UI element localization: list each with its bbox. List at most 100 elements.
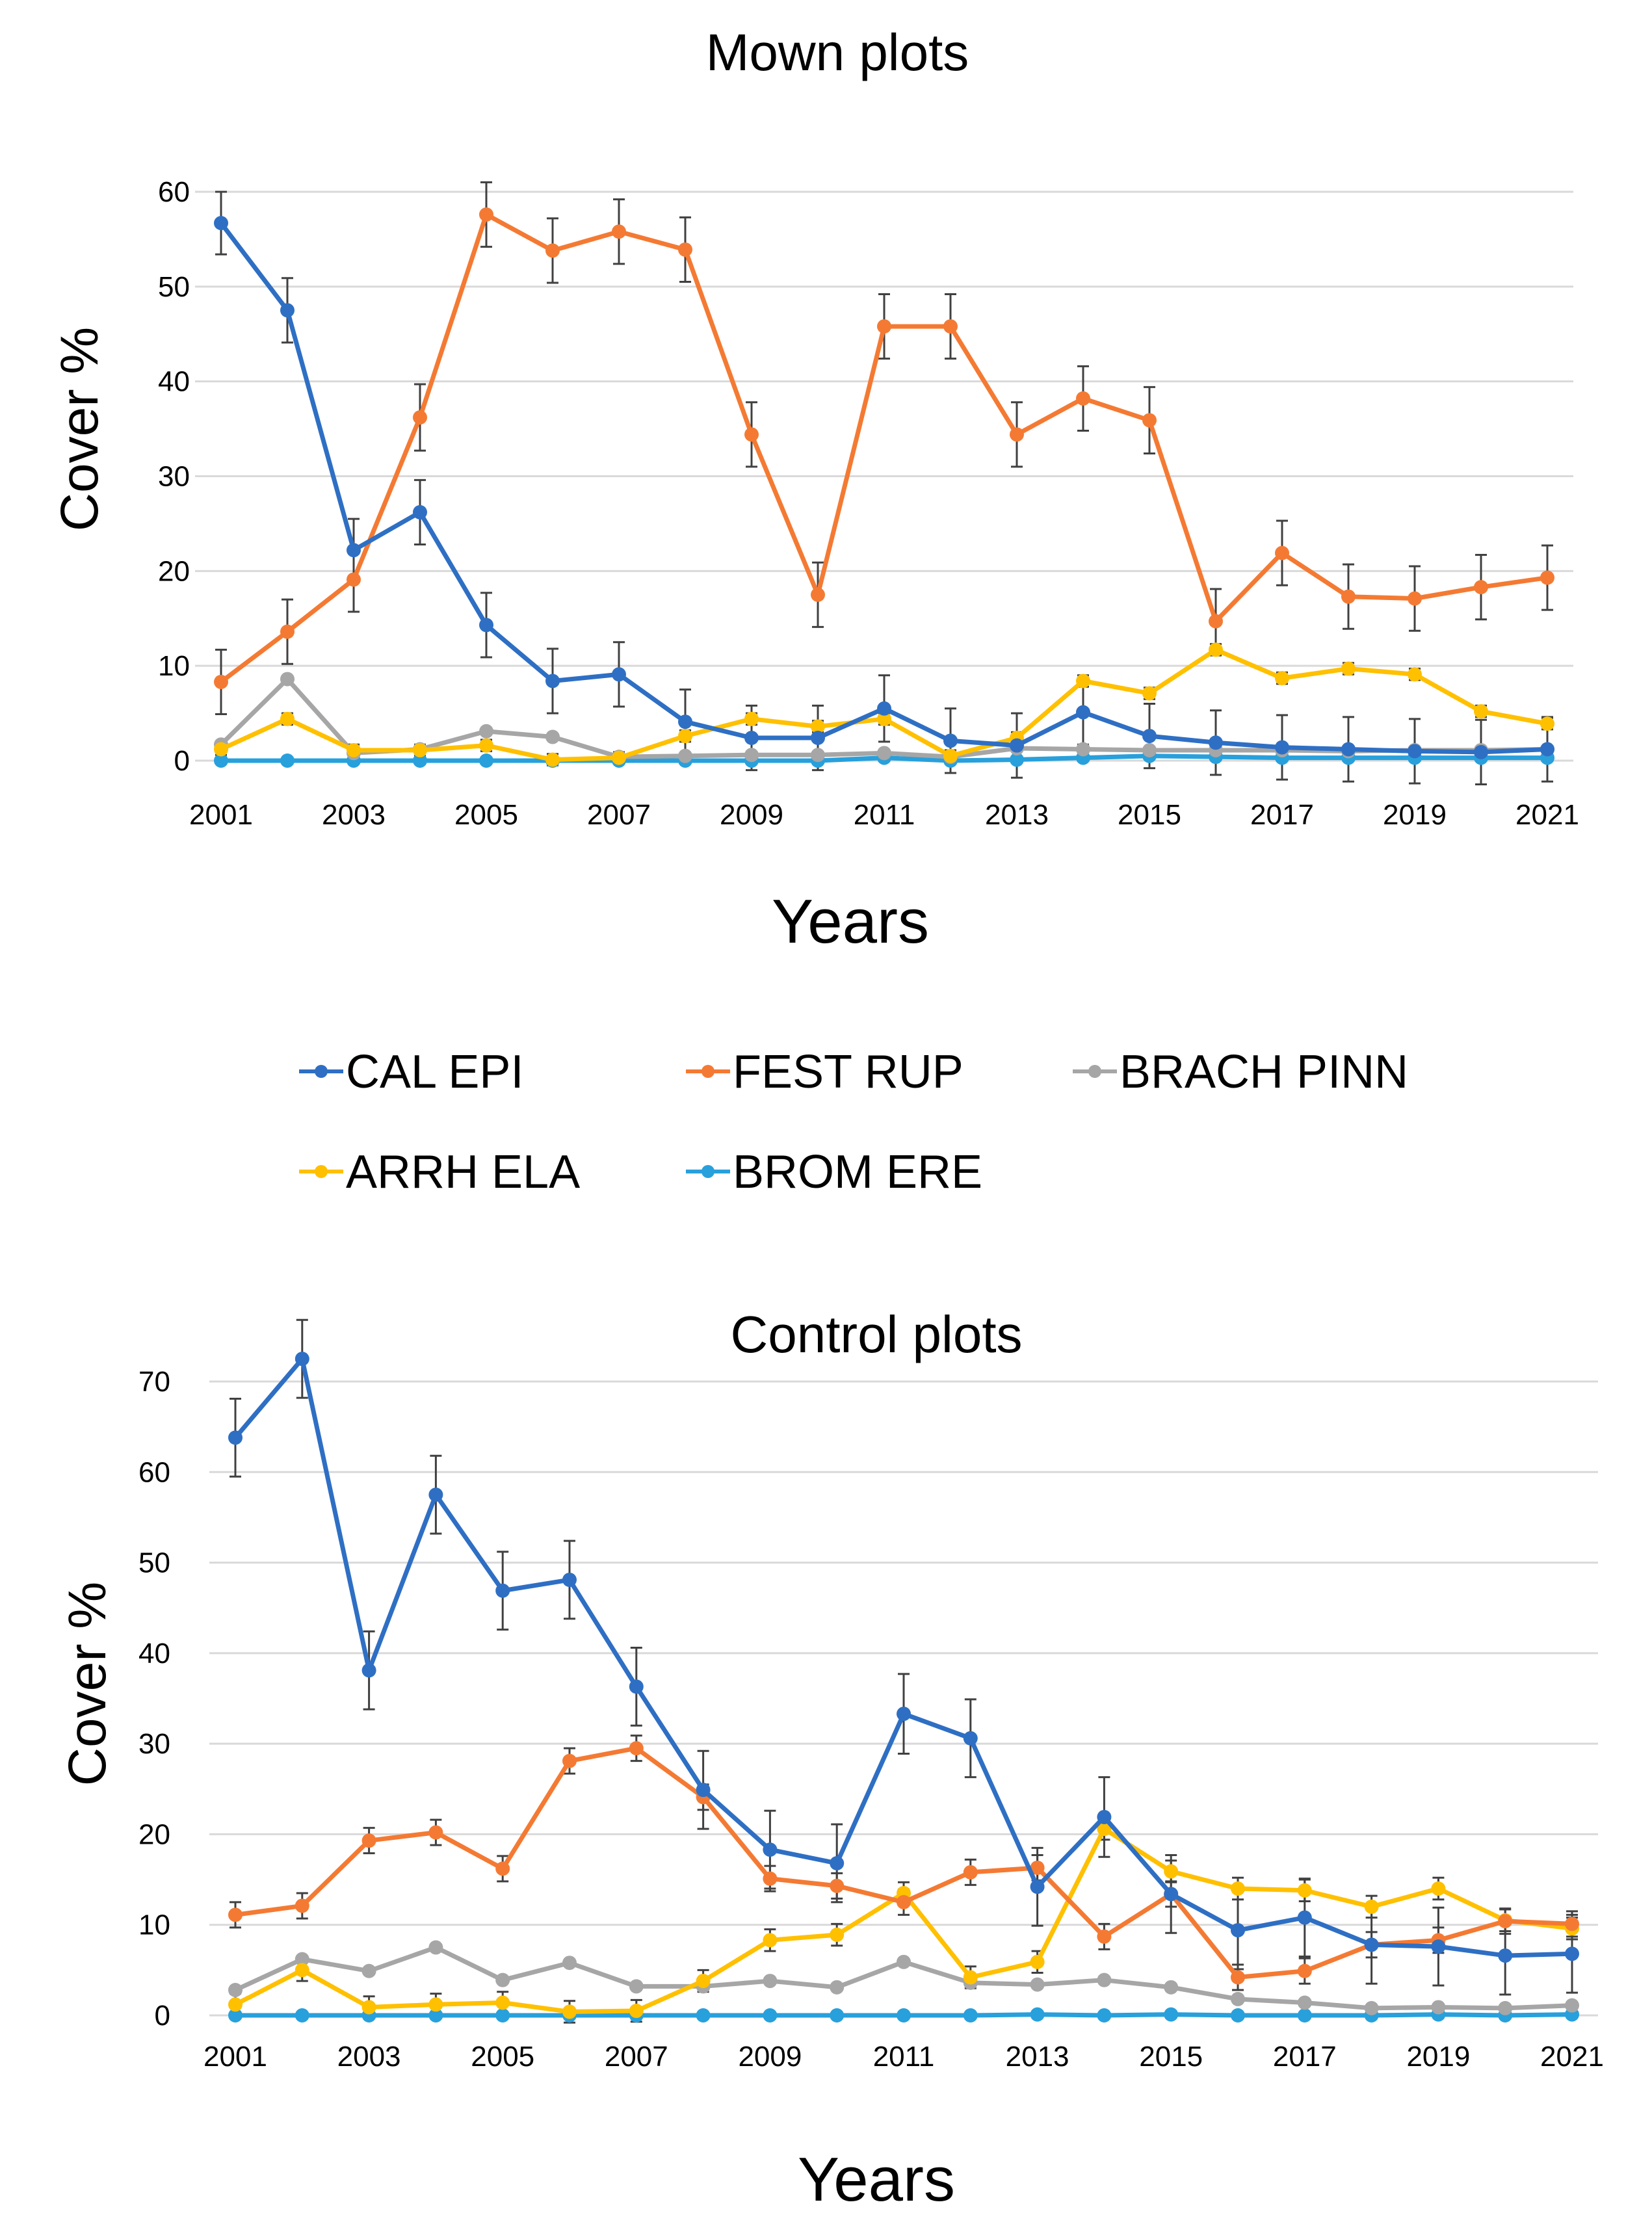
control-point-cal-epi xyxy=(295,1352,309,1367)
mown-point-cal-epi xyxy=(347,543,361,558)
mown-point-brom-ere xyxy=(479,753,493,768)
legend-item-arrh-ela: ARRH ELA xyxy=(299,1146,580,1198)
mown-point-arrh-ela xyxy=(1540,716,1554,731)
control-y-tick-label: 0 xyxy=(155,2000,170,2032)
control-point-cal-epi xyxy=(361,1663,376,1678)
mown-point-brach-pinn xyxy=(545,729,560,744)
mown-point-arrh-ela xyxy=(413,742,427,757)
control-point-brom-ere xyxy=(963,2008,978,2023)
control-errorbars xyxy=(229,1318,1578,2024)
control-line-cal-epi xyxy=(233,1356,1575,1958)
mown-point-brom-ere xyxy=(214,753,228,768)
control-point-fest-rup xyxy=(1030,1860,1045,1875)
control-point-cal-epi xyxy=(1565,1946,1579,1961)
control-point-fest-rup xyxy=(562,1753,577,1768)
mown-point-brach-pinn xyxy=(811,748,825,763)
mown-point-cal-epi xyxy=(612,667,626,682)
control-point-brach-pinn xyxy=(495,1972,510,1987)
control-y-tick-label: 10 xyxy=(138,1909,170,1941)
mown-point-arrh-ela xyxy=(1474,704,1488,719)
control-point-brach-pinn xyxy=(763,1974,778,1989)
control-point-brach-pinn xyxy=(562,1956,577,1971)
mown-point-cal-epi xyxy=(1142,729,1157,744)
control-series-arrh-ela xyxy=(228,1822,1579,2019)
mown-chart-title: Mown plots xyxy=(706,23,969,81)
control-point-fest-rup xyxy=(228,1907,243,1922)
control-point-arrh-ela xyxy=(963,1970,978,1985)
control-point-fest-rup xyxy=(897,1894,911,1909)
control-point-arrh-ela xyxy=(562,2004,577,2019)
mown-point-brach-pinn xyxy=(678,748,692,763)
control-point-brach-pinn xyxy=(1364,2000,1379,2015)
control-point-cal-epi xyxy=(1498,1948,1513,1963)
control-series-cal-epi xyxy=(228,1352,1579,1963)
control-point-arrh-ela xyxy=(763,1933,778,1948)
control-x-tick-label: 2015 xyxy=(1139,2041,1203,2073)
control-point-brom-ere xyxy=(696,2008,711,2023)
control-point-cal-epi xyxy=(562,1573,577,1588)
control-point-brom-ere xyxy=(897,2008,911,2023)
mown-point-cal-epi xyxy=(1408,744,1422,759)
control-x-tick-label: 2013 xyxy=(1006,2041,1069,2073)
control-point-brom-ere xyxy=(295,2008,309,2023)
control-point-arrh-ela xyxy=(428,1997,443,2012)
control-point-arrh-ela xyxy=(1164,1864,1179,1879)
control-point-arrh-ela xyxy=(1097,1822,1112,1837)
mown-point-arrh-ela xyxy=(678,729,692,744)
legend: CAL EPI FEST RUP BRACH PINN ARRH ELA BRO… xyxy=(299,1046,1408,1198)
mown-point-brach-pinn xyxy=(1076,742,1090,757)
control-y-axis-title: Cover % xyxy=(58,1582,117,1786)
mown-point-brom-ere xyxy=(280,753,295,768)
mown-point-cal-epi xyxy=(1275,740,1289,755)
control-point-brach-pinn xyxy=(1030,1977,1045,1992)
legend-item-cal-epi: CAL EPI xyxy=(299,1046,523,1098)
control-x-tick-label: 2017 xyxy=(1273,2041,1337,2073)
mown-point-brach-pinn xyxy=(479,724,493,739)
mown-y-tick-label: 40 xyxy=(158,366,190,398)
control-point-brach-pinn xyxy=(228,1983,243,1997)
mown-y-tick-label: 60 xyxy=(158,176,190,208)
mown-point-cal-epi xyxy=(1076,705,1090,720)
control-point-cal-epi xyxy=(1431,1939,1446,1954)
control-point-brach-pinn xyxy=(1231,1991,1245,2006)
control-point-fest-rup xyxy=(495,1861,510,1876)
control-x-tick-label: 2021 xyxy=(1540,2041,1604,2073)
control-point-fest-rup xyxy=(963,1865,978,1879)
control-point-arrh-ela xyxy=(1297,1883,1312,1898)
control-point-brach-pinn xyxy=(897,1954,911,1969)
mown-point-cal-epi xyxy=(811,731,825,745)
control-y-tick-label: 30 xyxy=(138,1728,170,1760)
control-point-fest-rup xyxy=(1297,1963,1312,1978)
mown-x-tick-label: 2003 xyxy=(322,799,386,831)
mown-point-fest-rup xyxy=(1341,589,1356,604)
mown-point-fest-rup xyxy=(744,427,759,442)
control-point-brom-ere xyxy=(1231,2008,1245,2023)
control-point-brom-ere xyxy=(1097,2008,1112,2023)
mown-x-tick-label: 2015 xyxy=(1118,799,1181,831)
mown-point-cal-epi xyxy=(744,731,759,745)
control-chart-title: Control plots xyxy=(730,1305,1022,1363)
control-point-arrh-ela xyxy=(495,1995,510,2010)
mown-series-cal-epi xyxy=(214,216,1554,759)
mown-point-arrh-ela xyxy=(1142,686,1157,701)
mown-series-fest-rup xyxy=(214,207,1554,689)
mown-point-brom-ere xyxy=(1010,752,1024,767)
mown-point-cal-epi xyxy=(280,303,295,318)
control-point-arrh-ela xyxy=(1231,1881,1245,1896)
mown-x-ticks: 2001 2003 2005 2007 2009 2011 2013 2015 2017 2019… xyxy=(189,799,1579,831)
control-point-arrh-ela xyxy=(696,1974,711,1989)
control-point-brom-ere xyxy=(1164,2007,1179,2022)
control-series xyxy=(228,1352,1579,2023)
control-point-brach-pinn xyxy=(1097,1972,1112,1987)
control-x-ticks: 2001 2003 2005 2007 2009 2011 2013 2015 2017 2019… xyxy=(203,2041,1604,2073)
mown-point-brach-pinn xyxy=(280,672,295,687)
mown-y-tick-label: 20 xyxy=(158,555,190,587)
control-point-brach-pinn xyxy=(428,1940,443,1955)
control-point-brach-pinn xyxy=(1498,2000,1513,2015)
control-y-ticks: 0 10 20 30 40 50 60 70 xyxy=(138,1366,170,2032)
control-point-cal-epi xyxy=(963,1731,978,1746)
mown-y-tick-label: 0 xyxy=(174,745,190,777)
legend-label: BROM ERE xyxy=(733,1146,982,1198)
